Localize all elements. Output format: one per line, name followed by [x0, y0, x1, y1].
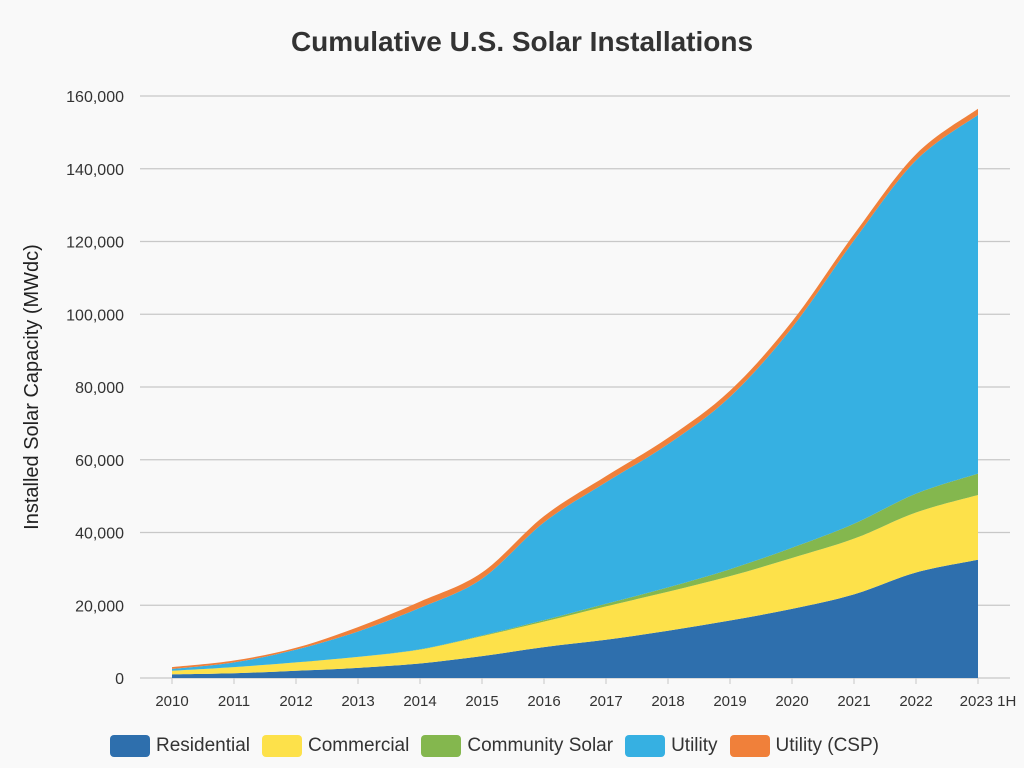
x-tick-label: 2023 1H [960, 693, 1017, 710]
x-tick-label: 2022 [899, 693, 932, 710]
legend-swatch [421, 735, 462, 757]
legend-swatch [625, 735, 666, 757]
legend-item: Utility (CSP) [729, 735, 879, 757]
y-tick-label: 60,000 [75, 453, 124, 470]
x-tick-label: 2016 [527, 693, 560, 710]
y-tick-label: 80,000 [75, 380, 124, 397]
legend-label: Commercial [308, 735, 410, 756]
y-tick-label: 40,000 [75, 526, 124, 543]
legend-item: Residential [110, 735, 250, 757]
x-tick-label: 2021 [837, 693, 870, 710]
x-tick-label: 2015 [465, 693, 498, 710]
x-tick-label: 2011 [218, 693, 250, 710]
legend-label: Residential [156, 735, 250, 756]
y-tick-label: 140,000 [66, 162, 124, 179]
area-residential [172, 559, 978, 678]
areas [172, 108, 978, 678]
legend-swatch [262, 735, 302, 757]
x-tick-label: 2020 [775, 693, 808, 710]
legend-label: Utility (CSP) [775, 735, 879, 756]
y-tick-label: 120,000 [66, 235, 124, 252]
area-utility [172, 114, 978, 671]
legend-swatch [729, 735, 770, 757]
y-axis-label: Installed Solar Capacity (MWdc) [21, 244, 43, 530]
legend-item: Community Solar [421, 735, 613, 757]
x-tick-label: 2017 [589, 693, 622, 710]
y-tick-label: 100,000 [66, 307, 124, 324]
x-tick-label: 2014 [403, 693, 436, 710]
y-tick-label: 20,000 [75, 598, 124, 615]
legend-item: Commercial [262, 735, 409, 757]
legend: Residential Commercial Community Solar Util… [110, 735, 879, 757]
legend-label: Utility [671, 735, 718, 756]
legend-label: Community Solar [467, 735, 614, 756]
x-tick-label: 2019 [713, 693, 746, 710]
y-tick-label: 0 [115, 671, 124, 688]
legend-swatch [110, 735, 150, 757]
x-tick-label: 2013 [341, 693, 374, 710]
x-tick-label: 2018 [651, 693, 684, 710]
x-tick-label: 2010 [155, 693, 188, 710]
legend-item: Utility [625, 735, 718, 757]
x-tick-label: 2012 [279, 693, 312, 710]
chart-title: Cumulative U.S. Solar Installations [290, 26, 754, 57]
area-commercial [172, 495, 978, 675]
y-tick-label: 160,000 [66, 89, 124, 106]
